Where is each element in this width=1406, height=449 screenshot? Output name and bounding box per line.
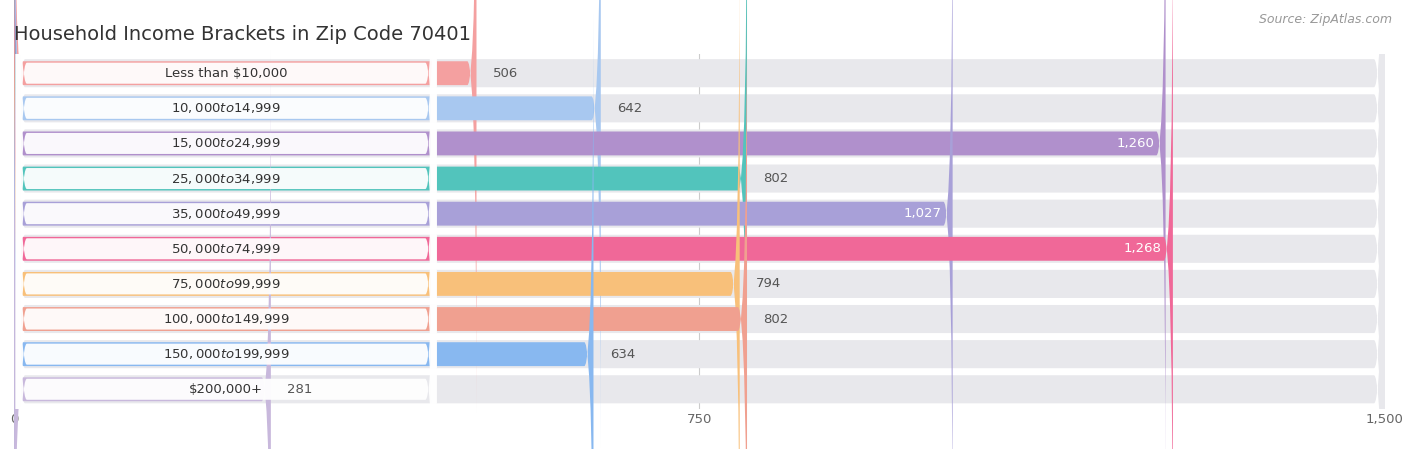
Text: $75,000 to $99,999: $75,000 to $99,999 — [172, 277, 281, 291]
FancyBboxPatch shape — [14, 0, 747, 449]
FancyBboxPatch shape — [14, 0, 1385, 449]
FancyBboxPatch shape — [14, 0, 1385, 449]
FancyBboxPatch shape — [14, 0, 477, 413]
FancyBboxPatch shape — [14, 0, 1385, 449]
Text: $100,000 to $149,999: $100,000 to $149,999 — [163, 312, 290, 326]
Text: $35,000 to $49,999: $35,000 to $49,999 — [172, 207, 281, 220]
FancyBboxPatch shape — [15, 0, 436, 449]
FancyBboxPatch shape — [14, 0, 1385, 449]
FancyBboxPatch shape — [14, 0, 1385, 449]
FancyBboxPatch shape — [15, 0, 436, 449]
Text: Household Income Brackets in Zip Code 70401: Household Income Brackets in Zip Code 70… — [14, 25, 471, 44]
FancyBboxPatch shape — [15, 0, 436, 449]
FancyBboxPatch shape — [15, 0, 436, 449]
FancyBboxPatch shape — [14, 0, 1385, 449]
Text: 281: 281 — [287, 383, 312, 396]
FancyBboxPatch shape — [15, 0, 436, 449]
FancyBboxPatch shape — [14, 0, 1385, 449]
Text: 634: 634 — [610, 348, 636, 361]
FancyBboxPatch shape — [14, 50, 271, 449]
FancyBboxPatch shape — [14, 0, 953, 449]
Text: $200,000+: $200,000+ — [188, 383, 263, 396]
Text: $150,000 to $199,999: $150,000 to $199,999 — [163, 347, 290, 361]
FancyBboxPatch shape — [15, 0, 436, 449]
Text: $10,000 to $14,999: $10,000 to $14,999 — [172, 101, 281, 115]
Text: 794: 794 — [756, 277, 782, 291]
FancyBboxPatch shape — [14, 0, 1173, 449]
FancyBboxPatch shape — [14, 0, 740, 449]
Text: 642: 642 — [617, 102, 643, 115]
Text: $15,000 to $24,999: $15,000 to $24,999 — [172, 136, 281, 150]
FancyBboxPatch shape — [14, 0, 747, 449]
FancyBboxPatch shape — [14, 0, 1385, 449]
FancyBboxPatch shape — [14, 15, 593, 449]
FancyBboxPatch shape — [15, 0, 436, 449]
FancyBboxPatch shape — [14, 0, 600, 448]
Text: Source: ZipAtlas.com: Source: ZipAtlas.com — [1258, 13, 1392, 26]
FancyBboxPatch shape — [15, 0, 436, 449]
Text: 1,260: 1,260 — [1116, 137, 1154, 150]
Text: 802: 802 — [763, 172, 789, 185]
Text: Less than $10,000: Less than $10,000 — [165, 67, 287, 79]
FancyBboxPatch shape — [15, 0, 436, 449]
FancyBboxPatch shape — [14, 0, 1385, 449]
Text: 802: 802 — [763, 313, 789, 326]
FancyBboxPatch shape — [15, 0, 436, 449]
FancyBboxPatch shape — [14, 0, 1385, 449]
Text: 1,027: 1,027 — [904, 207, 942, 220]
FancyBboxPatch shape — [14, 0, 1166, 449]
Text: $25,000 to $34,999: $25,000 to $34,999 — [172, 172, 281, 185]
Text: $50,000 to $74,999: $50,000 to $74,999 — [172, 242, 281, 256]
Text: 506: 506 — [494, 67, 519, 79]
Text: 1,268: 1,268 — [1123, 242, 1161, 255]
